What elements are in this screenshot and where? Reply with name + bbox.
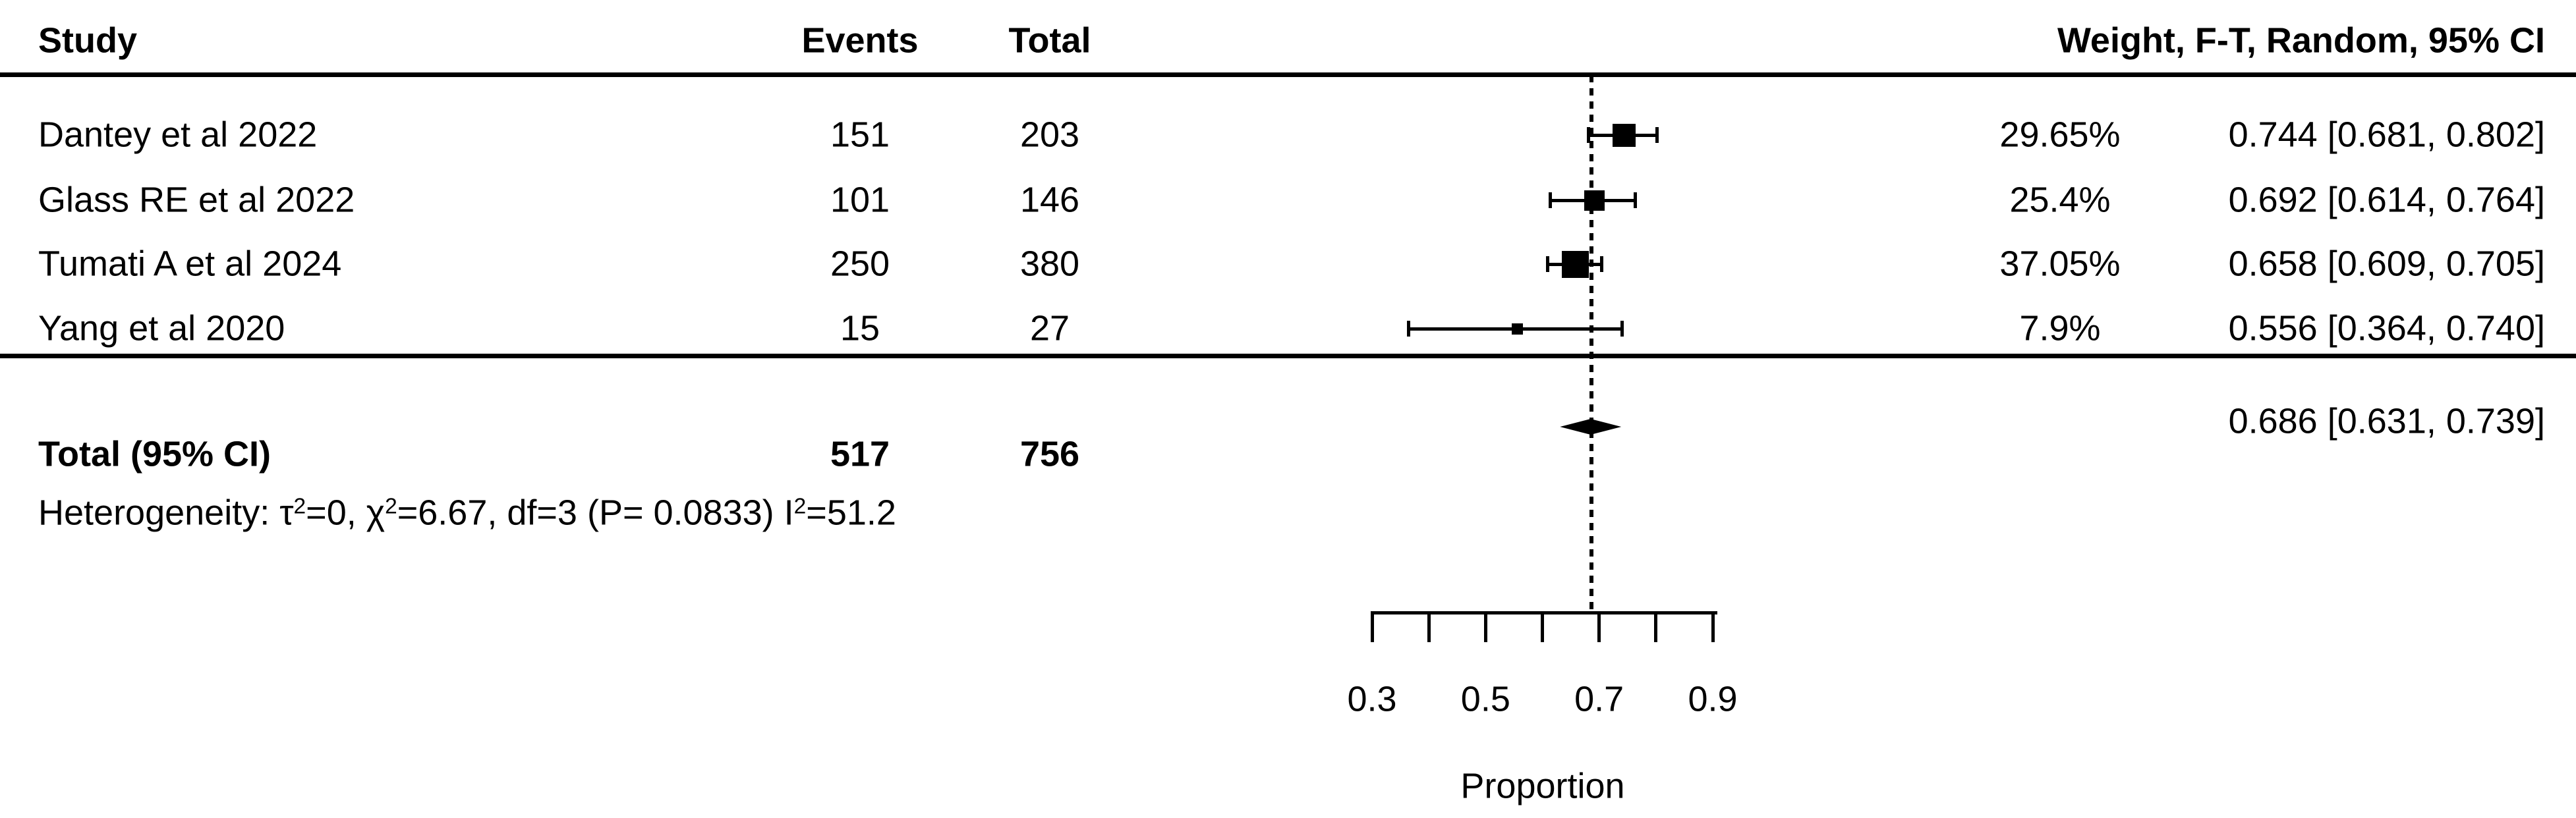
ci-cap-left — [1586, 127, 1590, 143]
weight-value: 29.65% — [1999, 115, 2121, 155]
events-value: 250 — [830, 244, 890, 284]
x-axis-tick — [1483, 611, 1487, 642]
pooled-ci-value: 0.686 [0.631, 0.739] — [2228, 401, 2545, 441]
x-axis-line — [1371, 611, 1717, 614]
total-value: 27 — [1029, 308, 1070, 348]
study-label: Dantey et al 2022 — [38, 115, 318, 155]
heterogeneity-note: Heterogeneity: τ2=0, χ2=6.67, df=3 (P= 0… — [38, 493, 896, 533]
events-value: 151 — [830, 115, 890, 155]
weight-value: 7.9% — [2019, 308, 2101, 348]
weight-value: 37.05% — [1999, 244, 2121, 284]
study-label: Yang et al 2020 — [38, 308, 285, 348]
col-header-total: Total — [1008, 20, 1091, 61]
ci-value: 0.556 [0.364, 0.740] — [2228, 308, 2545, 348]
ci-cap-left — [1545, 256, 1549, 272]
x-axis-tick — [1541, 611, 1544, 642]
x-axis-tick — [1654, 611, 1658, 642]
point-estimate-square — [1584, 190, 1605, 211]
point-estimate-square — [1613, 123, 1636, 147]
events-value: 15 — [840, 308, 880, 348]
ci-cap-right — [1620, 321, 1624, 337]
ci-cap-right — [1655, 127, 1659, 143]
x-axis-tick — [1711, 611, 1715, 642]
x-axis-tick — [1427, 611, 1431, 642]
total-value: 146 — [1019, 180, 1080, 220]
ci-cap-left — [1406, 321, 1410, 337]
events-value: 101 — [830, 180, 890, 220]
pooled-events-value: 517 — [830, 434, 890, 474]
ci-value: 0.658 [0.609, 0.705] — [2228, 244, 2545, 284]
ci-cap-right — [1600, 256, 1604, 272]
study-label: Tumati A et al 2024 — [38, 244, 342, 284]
ci-value: 0.692 [0.614, 0.764] — [2228, 180, 2545, 220]
pooled-total-value: 756 — [1019, 434, 1080, 474]
total-value: 203 — [1019, 115, 1080, 155]
ci-cap-right — [1634, 192, 1638, 208]
total-value: 380 — [1019, 244, 1080, 284]
x-axis-tick — [1370, 611, 1374, 642]
ci-cap-left — [1549, 192, 1553, 208]
study-label: Glass RE et al 2022 — [38, 180, 355, 220]
table-divider-line — [0, 354, 2576, 358]
col-header-weight-ci: Weight, F-T, Random, 95% CI — [2057, 20, 2545, 61]
pooled-estimate-reference-line — [1589, 75, 1593, 613]
x-axis-tick-label: 0.9 — [1688, 679, 1738, 719]
pooled-row-label: Total (95% CI) — [38, 434, 272, 474]
col-header-events: Events — [801, 20, 919, 61]
ci-value: 0.744 [0.681, 0.802] — [2228, 115, 2545, 155]
x-axis-tick-label: 0.5 — [1460, 679, 1510, 719]
point-estimate-square — [1561, 250, 1589, 278]
x-axis-tick-label: 0.7 — [1574, 679, 1624, 719]
header-divider-line — [0, 72, 2576, 77]
x-axis-tick-label: 0.3 — [1347, 679, 1397, 719]
col-header-study: Study — [38, 20, 138, 61]
weight-value: 25.4% — [2009, 180, 2111, 220]
pooled-diamond — [1560, 419, 1622, 435]
point-estimate-square — [1512, 323, 1524, 335]
x-axis-title: Proportion — [1460, 766, 1625, 806]
x-axis-tick — [1597, 611, 1601, 642]
